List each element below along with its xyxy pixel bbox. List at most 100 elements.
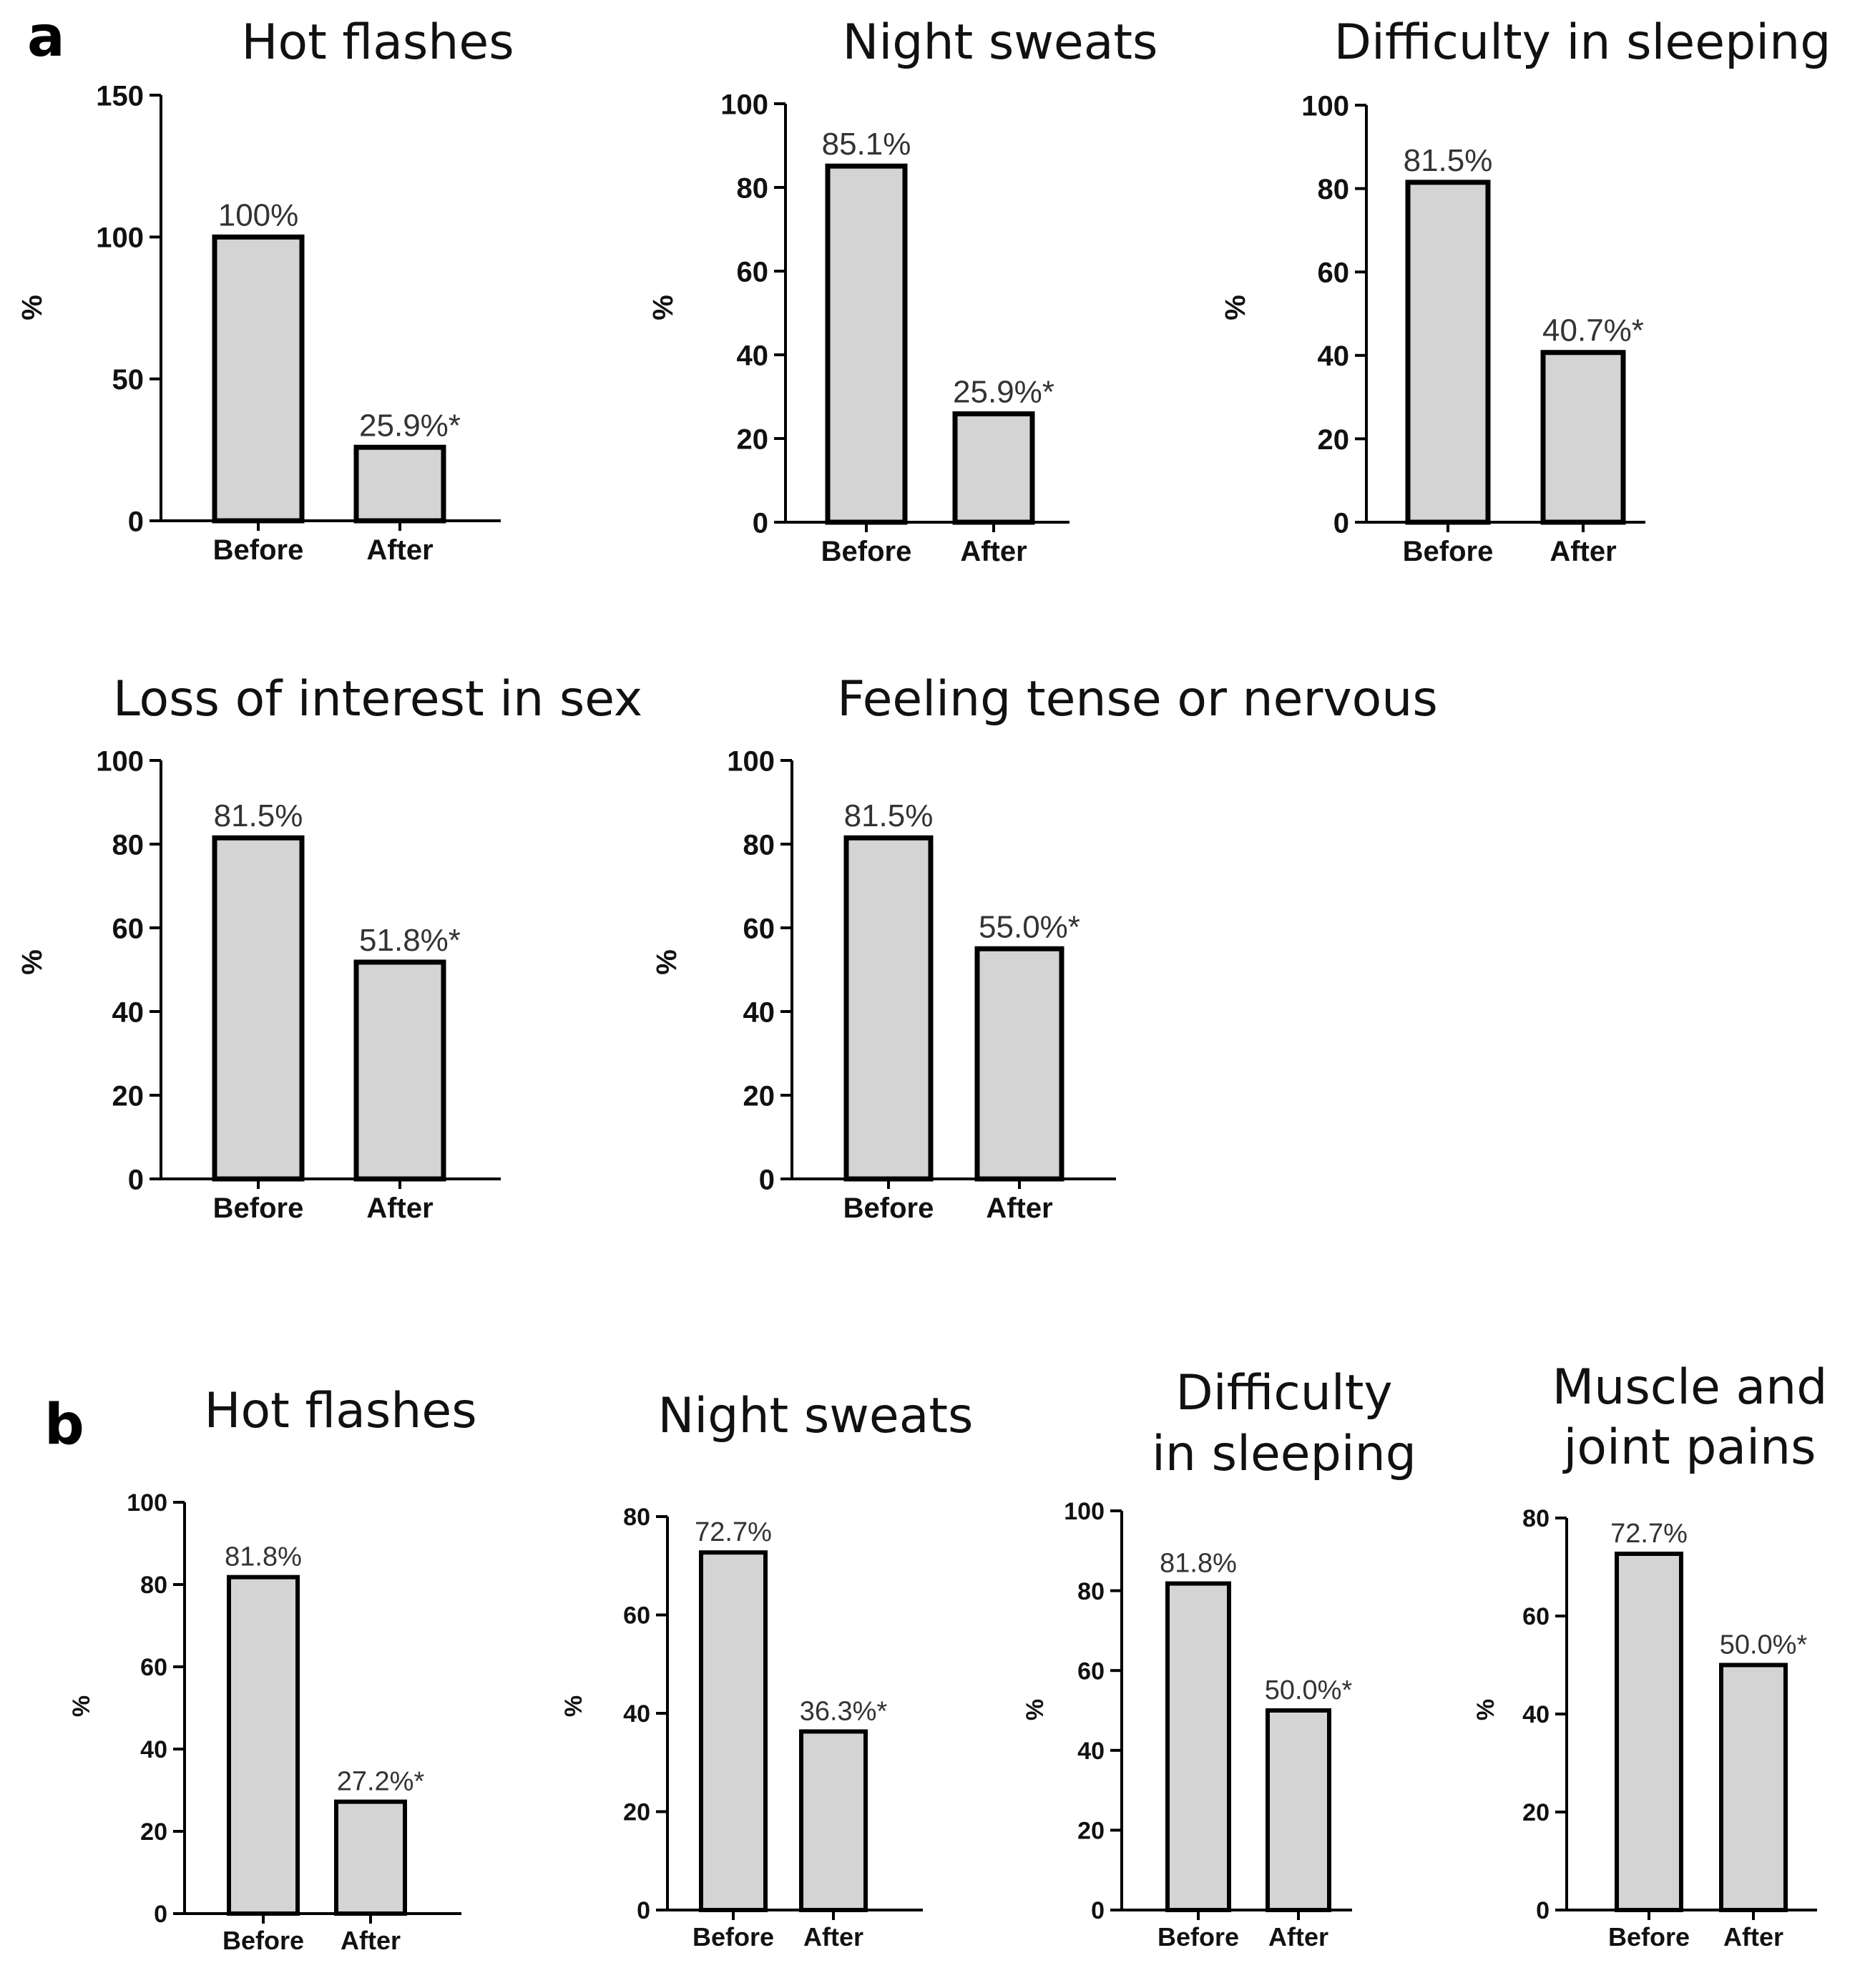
- y-axis-label: %: [1220, 295, 1251, 320]
- y-tick-label: 100: [127, 1489, 167, 1517]
- bar-after: [353, 959, 446, 1182]
- y-tick-label: 40: [737, 340, 769, 371]
- bar-before: [843, 835, 934, 1182]
- data-label: 51.8%*: [359, 923, 461, 958]
- chart-title: Difficulty in sleeping: [1334, 14, 1831, 71]
- y-tick-label: 60: [1077, 1658, 1105, 1685]
- chart-title: Muscle and: [1552, 1359, 1828, 1416]
- chart-a-3: Difficulty in sleeping 0 20 40 60 80 100% Befor…: [1220, 14, 1831, 567]
- x-tick-label: Before: [213, 534, 304, 566]
- bar-before: [825, 163, 908, 525]
- data-label: 81.5%: [844, 798, 934, 833]
- data-label: 100%: [218, 197, 299, 232]
- bar-before: [699, 1550, 768, 1912]
- chart-group: Hot flashes 0 50 100 150% Before 100% After 25.9…: [16, 14, 1831, 1955]
- chart-title: Night sweats: [658, 1388, 974, 1444]
- y-tick-label: 20: [140, 1818, 167, 1846]
- x-tick-label: Before: [692, 1922, 774, 1952]
- y-axis-label: %: [1472, 1699, 1499, 1720]
- chart-a-2: Night sweats 0 20 40 60 80 100% Before 85.1% Afte…: [647, 14, 1157, 567]
- bar-before: [212, 234, 305, 524]
- y-tick-label: 0: [1333, 507, 1349, 539]
- bar-after: [974, 946, 1064, 1182]
- y-tick-label: 0: [753, 507, 768, 539]
- data-label: 81.8%: [225, 1542, 302, 1572]
- chart-title: Hot flashes: [204, 1383, 476, 1439]
- y-tick-label: 100: [727, 745, 775, 777]
- y-axis-label: %: [1022, 1699, 1049, 1720]
- bar-before: [212, 835, 305, 1182]
- bar-before: [1405, 180, 1491, 525]
- y-tick-label: 100: [1301, 90, 1349, 122]
- y-tick-label: 40: [112, 997, 145, 1028]
- y-tick-label: 80: [1522, 1505, 1550, 1532]
- x-tick-label: After: [1723, 1922, 1783, 1952]
- x-tick-label: Before: [821, 536, 912, 567]
- data-label: 72.7%: [695, 1517, 772, 1547]
- chart-title: joint pains: [1562, 1419, 1816, 1476]
- y-tick-label: 40: [623, 1700, 650, 1728]
- y-tick-label: 80: [743, 829, 775, 861]
- data-label: 81.5%: [1404, 143, 1493, 178]
- x-tick-label: After: [341, 1926, 401, 1955]
- x-tick-label: After: [986, 1193, 1052, 1224]
- x-tick-label: Before: [843, 1193, 934, 1224]
- chart-a-4: Loss of interest in sex 0 20 40 60 80 100% Befo…: [16, 671, 642, 1224]
- data-label: 81.8%: [1160, 1549, 1237, 1579]
- y-axis-label: %: [68, 1695, 95, 1717]
- x-tick-label: After: [1550, 536, 1616, 567]
- bar-after: [353, 444, 446, 524]
- y-tick-label: 60: [737, 256, 769, 288]
- data-label: 85.1%: [822, 127, 911, 162]
- y-tick-label: 60: [623, 1602, 650, 1630]
- y-axis-label: %: [16, 295, 48, 320]
- panel-letter-a: a: [27, 5, 65, 69]
- y-tick-label: 80: [623, 1504, 650, 1531]
- data-label: 81.5%: [214, 798, 303, 833]
- bar-after: [952, 411, 1035, 525]
- y-tick-label: 60: [1522, 1603, 1550, 1630]
- data-label: 25.9%*: [359, 408, 461, 443]
- y-tick-label: 20: [1522, 1799, 1550, 1826]
- y-tick-label: 80: [112, 829, 145, 861]
- data-label: 36.3%*: [800, 1696, 888, 1726]
- y-tick-label: 80: [737, 172, 769, 204]
- y-tick-label: 50: [112, 364, 145, 396]
- chart-title: Loss of interest in sex: [113, 671, 642, 728]
- chart-title: Hot flashes: [241, 14, 514, 71]
- y-axis-label: %: [16, 949, 48, 975]
- bar-after: [334, 1799, 407, 1916]
- chart-a-1: Hot flashes 0 50 100 150% Before 100% After 25.9…: [16, 14, 514, 566]
- y-tick-label: 40: [1522, 1701, 1550, 1728]
- chart-title: in sleeping: [1152, 1426, 1416, 1482]
- data-label: 40.7%*: [1542, 313, 1644, 348]
- chart-a-5: Feeling tense or nervous 0 20 40 60 80 100% Bef…: [651, 671, 1438, 1224]
- chart-b-6: Hot flashes 0 20 40 60 80 100% Before 81.8% After…: [68, 1383, 477, 1955]
- y-tick-label: 80: [140, 1572, 167, 1599]
- y-tick-label: 20: [112, 1080, 145, 1112]
- y-tick-label: 60: [140, 1654, 167, 1681]
- bar-after: [1719, 1663, 1788, 1912]
- x-tick-label: Before: [213, 1193, 304, 1224]
- y-tick-label: 20: [737, 423, 769, 455]
- y-tick-label: 0: [1536, 1897, 1550, 1924]
- y-tick-label: 80: [1318, 174, 1350, 205]
- y-tick-label: 100: [96, 222, 144, 254]
- y-tick-label: 60: [112, 913, 145, 944]
- x-tick-label: After: [366, 1193, 433, 1224]
- y-tick-label: 0: [759, 1164, 775, 1195]
- data-label: 27.2%*: [337, 1767, 425, 1797]
- y-tick-label: 60: [1318, 258, 1350, 289]
- y-tick-label: 20: [623, 1799, 650, 1826]
- chart-b-7: Night sweats 0 20 40 60 80% Before 72.7% After 36…: [560, 1388, 973, 1952]
- y-tick-label: 0: [637, 1897, 650, 1924]
- y-tick-label: 0: [1091, 1897, 1105, 1924]
- y-tick-label: 100: [720, 89, 768, 120]
- bar-before: [227, 1575, 300, 1916]
- data-label: 50.0%*: [1720, 1630, 1808, 1660]
- x-tick-label: Before: [222, 1926, 304, 1955]
- y-axis-label: %: [647, 295, 679, 320]
- y-tick-label: 40: [1318, 341, 1350, 372]
- y-tick-label: 150: [96, 80, 144, 112]
